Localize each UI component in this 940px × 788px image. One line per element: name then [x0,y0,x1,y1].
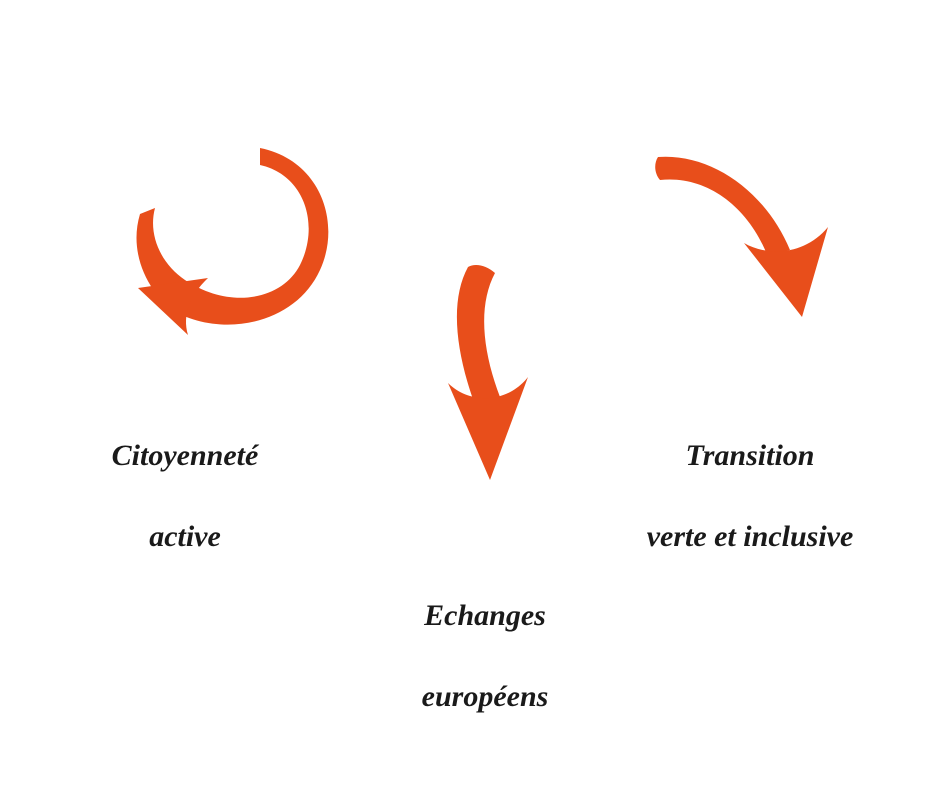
arrow-right-head [744,227,828,317]
arrow-center-shaft [457,265,500,405]
label-right: Transition verte et inclusive [580,395,920,557]
label-right-line1: Transition [686,439,815,472]
arrow-right-shaft [655,157,790,257]
label-center-line2: européens [422,680,549,713]
label-center: Echanges européens [355,555,615,717]
label-left-line2: active [149,520,221,553]
label-center-line1: Echanges [424,599,546,632]
label-left-line1: Citoyenneté [112,439,259,472]
label-left: Citoyenneté active [60,395,310,557]
arrow-right-icon [640,135,845,325]
arrow-left-icon [110,130,340,345]
label-right-line2: verte et inclusive [647,520,854,553]
arrow-center-icon [420,255,550,490]
